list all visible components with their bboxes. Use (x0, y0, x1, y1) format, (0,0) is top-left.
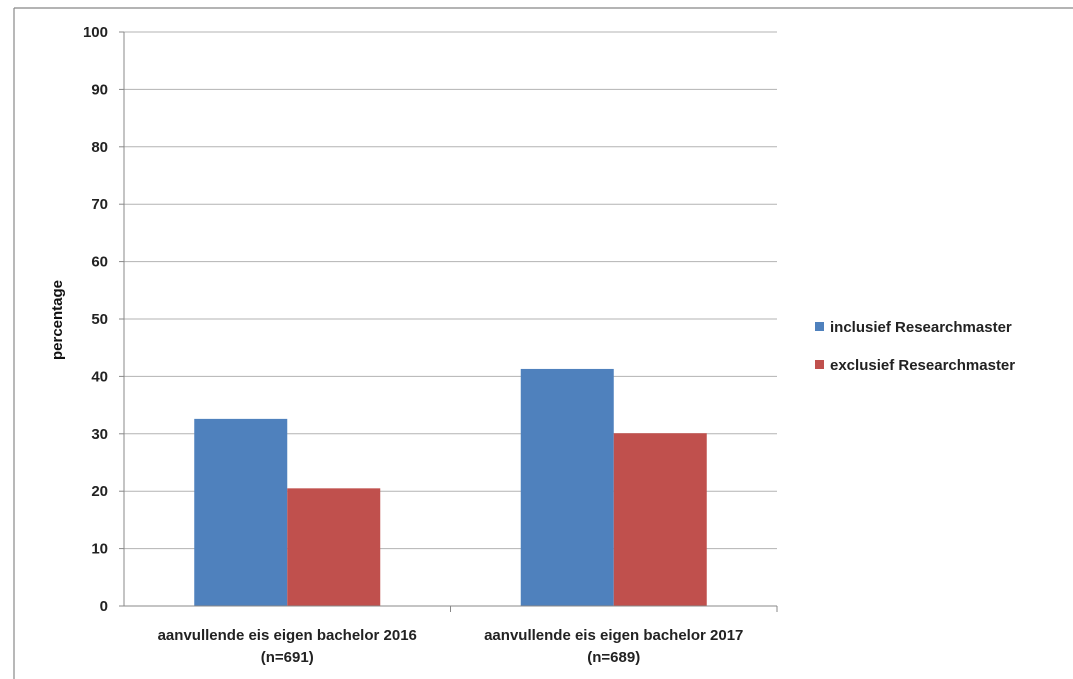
bar-exclusief-0 (287, 488, 381, 606)
y-tick-label: 60 (91, 254, 108, 271)
x-category-label: (n=689) (587, 649, 640, 666)
y-tick-label: 0 (100, 598, 108, 615)
y-tick-label: 50 (91, 311, 108, 328)
y-tick-label: 30 (91, 426, 108, 443)
y-tick-label: 100 (83, 24, 108, 41)
legend-swatch (815, 322, 824, 331)
bar-inclusief-1 (520, 368, 614, 606)
legend-swatch (815, 360, 824, 369)
y-axis-label: percentage (49, 280, 66, 360)
bars (194, 368, 707, 606)
y-tick-label: 80 (91, 139, 108, 156)
chart-border (13, 7, 1073, 679)
y-tick-label: 10 (91, 541, 108, 558)
y-tick-labels: 0 10 20 30 40 50 60 70 80 90 100 (83, 24, 108, 615)
y-tick-label: 40 (91, 368, 108, 385)
y-tick-label: 20 (91, 483, 108, 500)
y-tick-label: 90 (91, 81, 108, 98)
y-tick-label: 70 (91, 196, 108, 213)
axes (123, 32, 778, 612)
x-category-label: aanvullende eis eigen bachelor 2016 (158, 627, 417, 644)
legend-label: exclusief Researchmaster (830, 357, 1015, 374)
x-category-labels: aanvullende eis eigen bachelor 2016 (n=69… (158, 627, 744, 666)
bar-exclusief-1 (613, 433, 707, 606)
x-category-label: (n=691) (261, 649, 314, 666)
legend: inclusief Researchmaster exclusief Resear… (815, 319, 1015, 374)
x-category-label: aanvullende eis eigen bachelor 2017 (484, 627, 743, 644)
legend-label: inclusief Researchmaster (830, 319, 1012, 336)
bar-inclusief-0 (194, 418, 288, 606)
